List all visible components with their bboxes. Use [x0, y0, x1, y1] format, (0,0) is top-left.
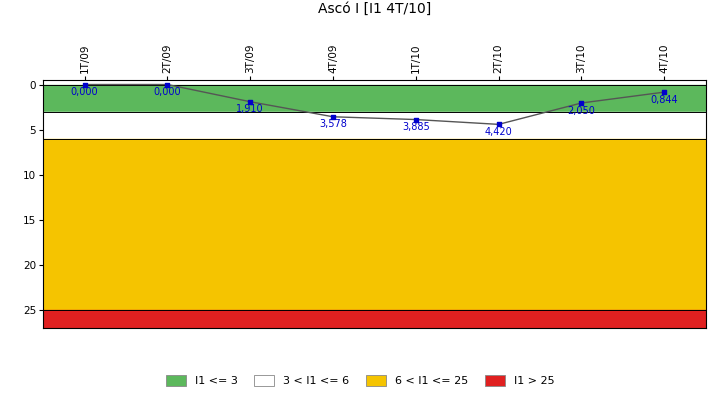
- Bar: [43, 310, 706, 328]
- Text: 0,000: 0,000: [71, 87, 99, 97]
- Point: [244, 98, 256, 105]
- Text: 0,844: 0,844: [650, 95, 678, 105]
- Text: 2,050: 2,050: [567, 106, 595, 116]
- Bar: [43, 139, 706, 310]
- Text: 3,885: 3,885: [402, 122, 430, 132]
- Point: [492, 121, 504, 128]
- Point: [410, 116, 422, 123]
- Point: [161, 81, 173, 88]
- Text: 0,000: 0,000: [153, 87, 181, 97]
- Text: 1,910: 1,910: [236, 104, 264, 114]
- Text: 4,420: 4,420: [485, 127, 513, 137]
- Bar: [43, 84, 706, 112]
- Point: [659, 89, 670, 95]
- Point: [78, 81, 91, 88]
- Bar: [43, 112, 706, 139]
- Point: [327, 114, 339, 120]
- Title: Ascó I [I1 4T/10]: Ascó I [I1 4T/10]: [318, 2, 431, 16]
- Text: 3,578: 3,578: [319, 120, 347, 130]
- Point: [576, 100, 588, 106]
- Legend: I1 <= 3, 3 < I1 <= 6, 6 < I1 <= 25, I1 > 25: I1 <= 3, 3 < I1 <= 6, 6 < I1 <= 25, I1 >…: [161, 370, 559, 390]
